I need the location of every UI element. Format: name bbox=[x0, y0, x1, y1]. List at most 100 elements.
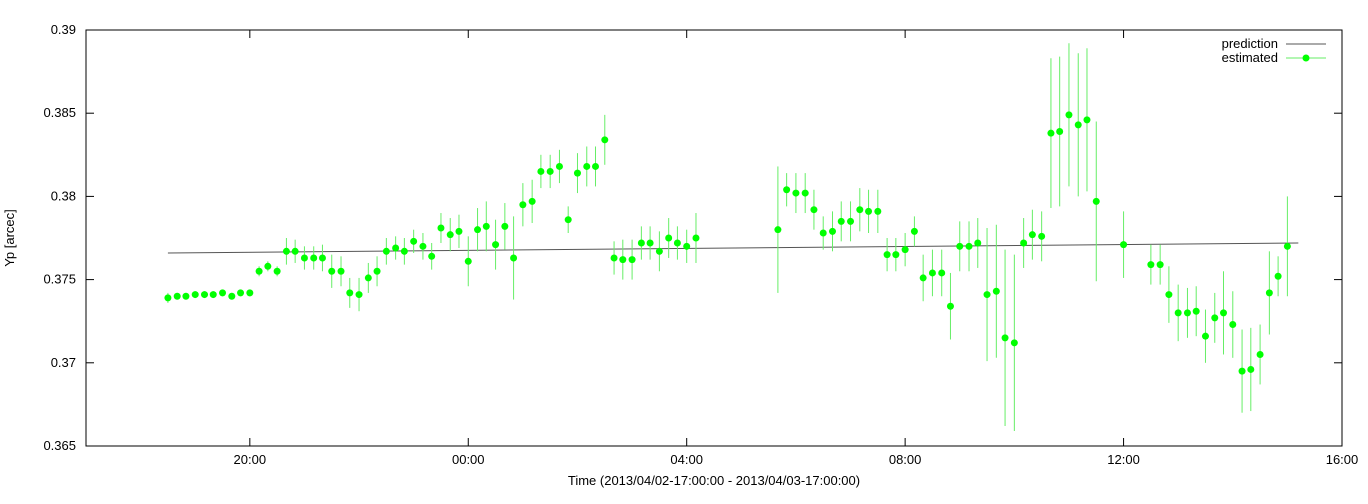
data-point bbox=[619, 256, 627, 264]
data-point bbox=[1074, 121, 1082, 129]
data-point bbox=[437, 224, 445, 232]
x-tick-label: 16:00 bbox=[1326, 452, 1359, 467]
data-point bbox=[373, 267, 381, 275]
data-point bbox=[992, 287, 1000, 295]
data-point bbox=[646, 239, 654, 247]
data-point bbox=[291, 247, 299, 255]
data-point bbox=[610, 254, 618, 262]
data-point bbox=[455, 227, 463, 235]
data-point bbox=[938, 269, 946, 277]
data-point bbox=[191, 291, 199, 299]
data-point bbox=[1056, 128, 1064, 136]
data-point bbox=[983, 291, 991, 299]
data-point bbox=[173, 292, 181, 300]
data-point bbox=[628, 256, 636, 264]
data-point bbox=[1256, 350, 1264, 358]
data-point bbox=[683, 242, 691, 250]
x-axis-label: Time (2013/04/02-17:00:00 - 2013/04/03-1… bbox=[568, 473, 860, 488]
data-point bbox=[346, 289, 354, 297]
data-point bbox=[1238, 367, 1246, 375]
data-point bbox=[164, 294, 172, 302]
data-point bbox=[255, 267, 263, 275]
data-point bbox=[510, 254, 518, 262]
x-tick-label: 04:00 bbox=[670, 452, 703, 467]
data-point bbox=[237, 289, 245, 297]
data-point bbox=[901, 246, 909, 254]
data-point bbox=[1001, 334, 1009, 342]
data-point bbox=[201, 291, 209, 299]
data-point bbox=[637, 239, 645, 247]
data-point bbox=[1283, 242, 1291, 250]
data-point bbox=[355, 291, 363, 299]
data-point bbox=[810, 206, 818, 214]
data-point bbox=[1020, 239, 1028, 247]
data-point bbox=[310, 254, 318, 262]
data-point bbox=[219, 289, 227, 297]
legend-label-prediction: prediction bbox=[1222, 36, 1278, 51]
data-point bbox=[392, 244, 400, 252]
data-point bbox=[1156, 261, 1164, 269]
data-point bbox=[801, 189, 809, 197]
data-point bbox=[919, 274, 927, 282]
data-point bbox=[519, 201, 527, 209]
data-point bbox=[847, 217, 855, 225]
data-point bbox=[1010, 339, 1018, 347]
data-point bbox=[492, 241, 500, 249]
x-tick-label: 08:00 bbox=[889, 452, 922, 467]
data-point bbox=[1038, 232, 1046, 240]
y-tick-label: 0.385 bbox=[43, 105, 76, 120]
plot-frame bbox=[85, 29, 1343, 447]
data-point bbox=[1083, 116, 1091, 124]
data-point bbox=[228, 292, 236, 300]
data-point bbox=[182, 292, 190, 300]
data-point bbox=[1028, 231, 1036, 239]
data-point bbox=[1211, 314, 1219, 322]
data-point bbox=[428, 252, 436, 260]
data-point bbox=[655, 247, 663, 255]
data-point bbox=[865, 207, 873, 215]
data-point bbox=[892, 251, 900, 259]
y-tick-label: 0.375 bbox=[43, 272, 76, 287]
data-point bbox=[1219, 309, 1227, 317]
data-point bbox=[673, 239, 681, 247]
data-point bbox=[783, 186, 791, 194]
data-point bbox=[1183, 309, 1191, 317]
y-axis-label: Yp [arcec] bbox=[2, 209, 17, 267]
data-point bbox=[273, 267, 281, 275]
data-point bbox=[564, 216, 572, 224]
data-point bbox=[1192, 307, 1200, 315]
data-point bbox=[537, 167, 545, 175]
data-point bbox=[1092, 197, 1100, 205]
data-point bbox=[282, 247, 290, 255]
x-tick-label: 00:00 bbox=[452, 452, 485, 467]
data-point bbox=[264, 262, 272, 270]
data-point bbox=[501, 222, 509, 230]
data-point bbox=[474, 226, 482, 234]
data-point bbox=[910, 227, 918, 235]
prediction-line bbox=[167, 242, 1299, 254]
plot-area bbox=[85, 29, 1343, 447]
data-point bbox=[1120, 241, 1128, 249]
data-point bbox=[555, 162, 563, 170]
data-point bbox=[528, 197, 536, 205]
data-point bbox=[956, 242, 964, 250]
data-point bbox=[883, 251, 891, 259]
y-axis: 0.365 0.37 0.375 0.38 0.385 0.39 bbox=[43, 22, 1342, 453]
x-axis: 20:00 00:00 04:00 08:00 12:00 16:00 bbox=[234, 30, 1359, 467]
data-point bbox=[300, 254, 308, 262]
data-point bbox=[1174, 309, 1182, 317]
data-point bbox=[328, 267, 336, 275]
data-point bbox=[1274, 272, 1282, 280]
data-point bbox=[464, 257, 472, 265]
data-point bbox=[1047, 129, 1055, 137]
data-point bbox=[1247, 365, 1255, 373]
x-tick-label: 20:00 bbox=[234, 452, 267, 467]
data-point bbox=[819, 229, 827, 237]
data-point bbox=[928, 269, 936, 277]
data-point bbox=[974, 239, 982, 247]
data-point bbox=[874, 207, 882, 215]
data-point bbox=[1165, 291, 1173, 299]
data-point bbox=[583, 162, 591, 170]
data-point bbox=[209, 291, 217, 299]
